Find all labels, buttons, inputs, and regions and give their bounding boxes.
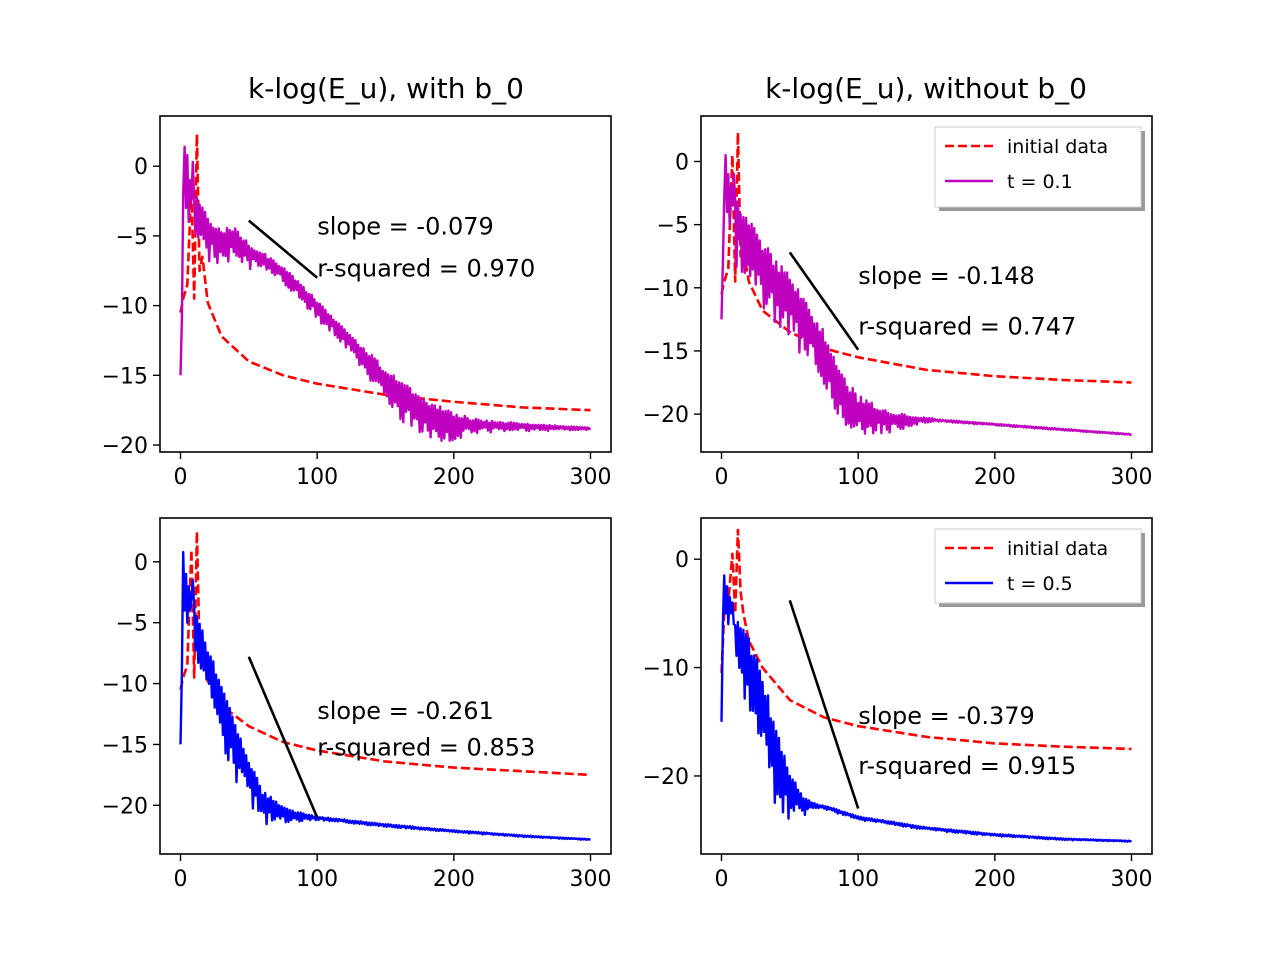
annotations: slope = -0.261 r-squared = 0.853 <box>317 697 535 762</box>
y-tick-label: −10 <box>102 673 148 698</box>
legend-label-solution: t = 0.5 <box>1007 573 1073 595</box>
slope-annotation: slope = -0.079 <box>317 213 494 241</box>
r-squared-annotation: r-squared = 0.915 <box>858 752 1076 780</box>
fit-line <box>788 599 860 809</box>
axes-frame <box>159 115 612 453</box>
x-tick-label: 0 <box>715 465 729 490</box>
annotations: slope = -0.379 r-squared = 0.915 <box>858 702 1076 780</box>
x-tick-label: 300 <box>1111 867 1153 892</box>
axes-frame <box>159 517 612 855</box>
y-tick-label: −10 <box>643 277 689 302</box>
y-tick-label: −20 <box>643 765 689 790</box>
legend-label-solution: t = 0.1 <box>1007 171 1073 193</box>
subplot-title: k-log(E_u), without b_0 <box>765 72 1087 105</box>
y-tick-label: −15 <box>102 364 148 389</box>
legend: initial data t = 0.1 <box>934 126 1145 211</box>
x-tick-label: 300 <box>570 465 612 490</box>
axes-frame <box>700 115 1153 453</box>
y-tick-label: −5 <box>116 612 148 637</box>
x-tick-label: 100 <box>837 867 879 892</box>
legend: initial data t = 0.5 <box>934 528 1145 607</box>
subplot-bottom-right: 0 100 200 300 0 −10 −20 slope = -0.379 r-squar… <box>643 517 1153 892</box>
series-line-initial-data <box>720 528 1132 751</box>
annotations: slope = -0.148 r-squared = 0.747 <box>858 262 1076 341</box>
y-tick-label: 0 <box>134 551 148 576</box>
plot-area: 0 100 200 300 0 −5 −10 −15 −20 <box>102 517 612 892</box>
axes-frame <box>700 517 1153 855</box>
x-tick-label: 300 <box>570 867 612 892</box>
y-tick-label: −10 <box>643 657 689 682</box>
legend-label-initial-data: initial data <box>1007 136 1108 158</box>
slope-annotation: slope = -0.379 <box>858 702 1035 730</box>
x-tick-label: 200 <box>974 465 1016 490</box>
plot-area: 0 100 200 300 0 −10 −20 <box>643 517 1153 892</box>
y-tick-label: −20 <box>102 434 148 459</box>
subplot-top-right: k-log(E_u), without b_0 0 100 200 300 0 −5 −10… <box>643 72 1153 490</box>
x-tick-label: 100 <box>837 465 879 490</box>
series-lines <box>179 132 592 442</box>
slope-annotation: slope = -0.261 <box>317 697 494 725</box>
fit-line <box>247 219 319 279</box>
series-lines <box>179 530 591 841</box>
series-lines <box>720 528 1132 843</box>
x-tick-label: 200 <box>974 867 1016 892</box>
y-tick-label: −20 <box>102 794 148 819</box>
y-tick-label: −20 <box>643 403 689 428</box>
subplot-top-left: k-log(E_u), with b_0 0 100 200 300 0 −5 −10 −15… <box>102 72 612 490</box>
y-tick-label: 0 <box>134 155 148 180</box>
legend-label-initial-data: initial data <box>1007 538 1108 560</box>
x-tick-label: 100 <box>296 867 338 892</box>
series-line-initial-data <box>179 530 591 777</box>
series-lines <box>720 131 1133 437</box>
legend-box <box>934 126 1142 208</box>
x-tick-label: 300 <box>1111 465 1153 490</box>
series-line-solution <box>720 574 1132 843</box>
legend-box <box>934 528 1142 604</box>
plot-area: 0 100 200 300 0 −5 −10 −15 −20 <box>643 115 1153 490</box>
x-tick-label: 200 <box>433 465 475 490</box>
fit-line <box>788 251 860 351</box>
r-squared-annotation: r-squared = 0.970 <box>317 254 535 282</box>
x-tick-label: 0 <box>174 465 188 490</box>
plot-area: 0 100 200 300 0 −5 −10 −15 −20 <box>102 115 612 490</box>
subplot-title: k-log(E_u), with b_0 <box>248 72 524 105</box>
x-tick-label: 0 <box>174 867 188 892</box>
series-line-solution <box>179 145 592 442</box>
y-tick-label: −15 <box>102 733 148 758</box>
y-tick-label: −5 <box>657 214 689 239</box>
slope-annotation: slope = -0.148 <box>858 262 1035 290</box>
r-squared-annotation: r-squared = 0.853 <box>317 733 535 761</box>
x-tick-label: 0 <box>715 867 729 892</box>
annotations: slope = -0.079 r-squared = 0.970 <box>317 213 535 283</box>
y-tick-label: −10 <box>102 295 148 320</box>
fit-line <box>247 656 319 819</box>
series-line-initial-data <box>720 131 1132 384</box>
subplot-bottom-left: 0 100 200 300 0 −5 −10 −15 −20 slope = -0.261 r-… <box>102 517 612 892</box>
r-squared-annotation: r-squared = 0.747 <box>858 313 1076 341</box>
x-tick-label: 200 <box>433 867 475 892</box>
y-tick-label: 0 <box>675 150 689 175</box>
y-tick-label: 0 <box>675 548 689 573</box>
x-tick-label: 100 <box>296 465 338 490</box>
y-tick-label: −5 <box>116 225 148 250</box>
series-line-solution <box>720 154 1133 437</box>
y-tick-label: −15 <box>643 340 689 365</box>
series-line-solution <box>179 550 591 841</box>
